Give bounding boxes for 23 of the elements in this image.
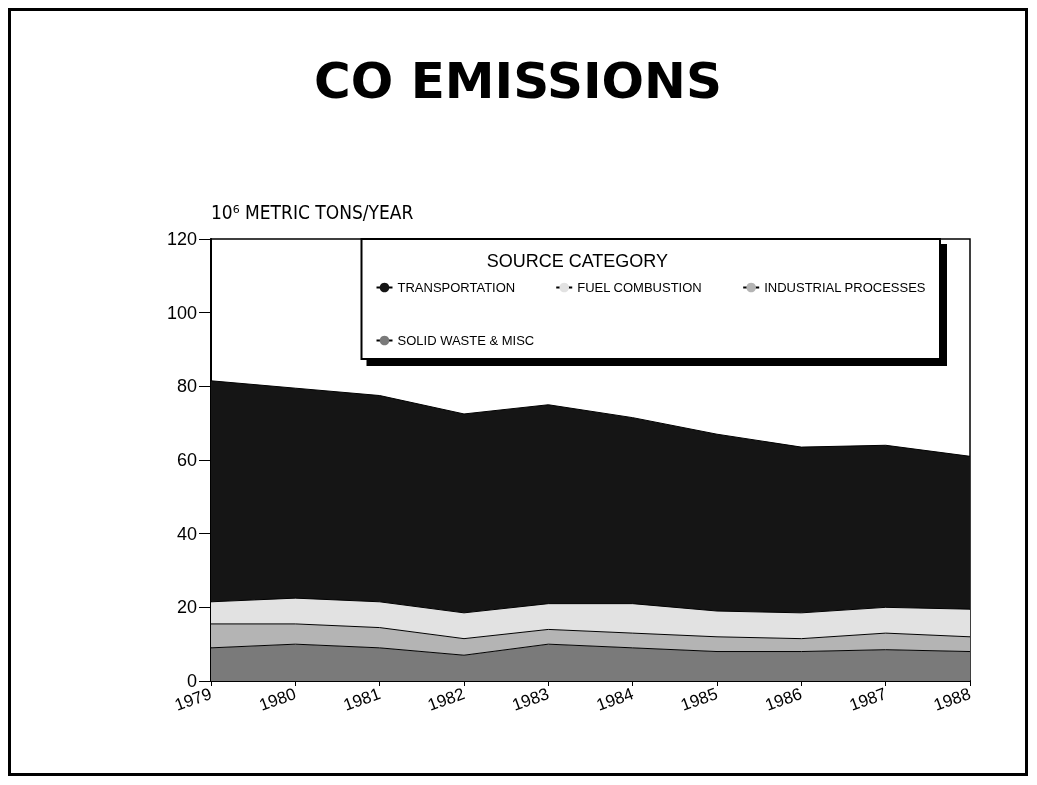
y-tick-label: 80 (176, 376, 197, 397)
legend-label: TRANSPORTATION (397, 280, 516, 295)
x-tick-label: 1982 (425, 684, 468, 715)
y-tick-label: 20 (176, 597, 197, 618)
chart-title: CO EMISSIONS (314, 52, 722, 110)
x-tick-label: 1981 (340, 684, 383, 715)
x-tick-label: 1986 (762, 684, 805, 715)
legend-title: SOURCE CATEGORY (486, 251, 669, 271)
x-tick-label: 1985 (678, 684, 721, 715)
y-tick-label: 120 (166, 229, 197, 249)
x-tick-label: 1988 (931, 684, 974, 715)
y-tick-label: 100 (166, 302, 197, 323)
x-tick-label: 1983 (509, 684, 552, 715)
y-tick-label: 0 (186, 671, 197, 691)
x-tick-label: 1984 (593, 684, 636, 715)
y-tick-label: 40 (176, 523, 197, 544)
legend-label: SOLID WASTE & MISC (397, 333, 535, 348)
y-axis-title: 10⁶ METRIC TONS/YEAR (211, 200, 414, 223)
y-tick-label: 60 (176, 450, 197, 470)
legend-label: INDUSTRIAL PROCESSES (764, 280, 926, 295)
x-tick-label: 1987 (846, 684, 889, 715)
x-tick-label: 1980 (256, 684, 299, 715)
legend-label: FUEL COMBUSTION (577, 280, 702, 295)
